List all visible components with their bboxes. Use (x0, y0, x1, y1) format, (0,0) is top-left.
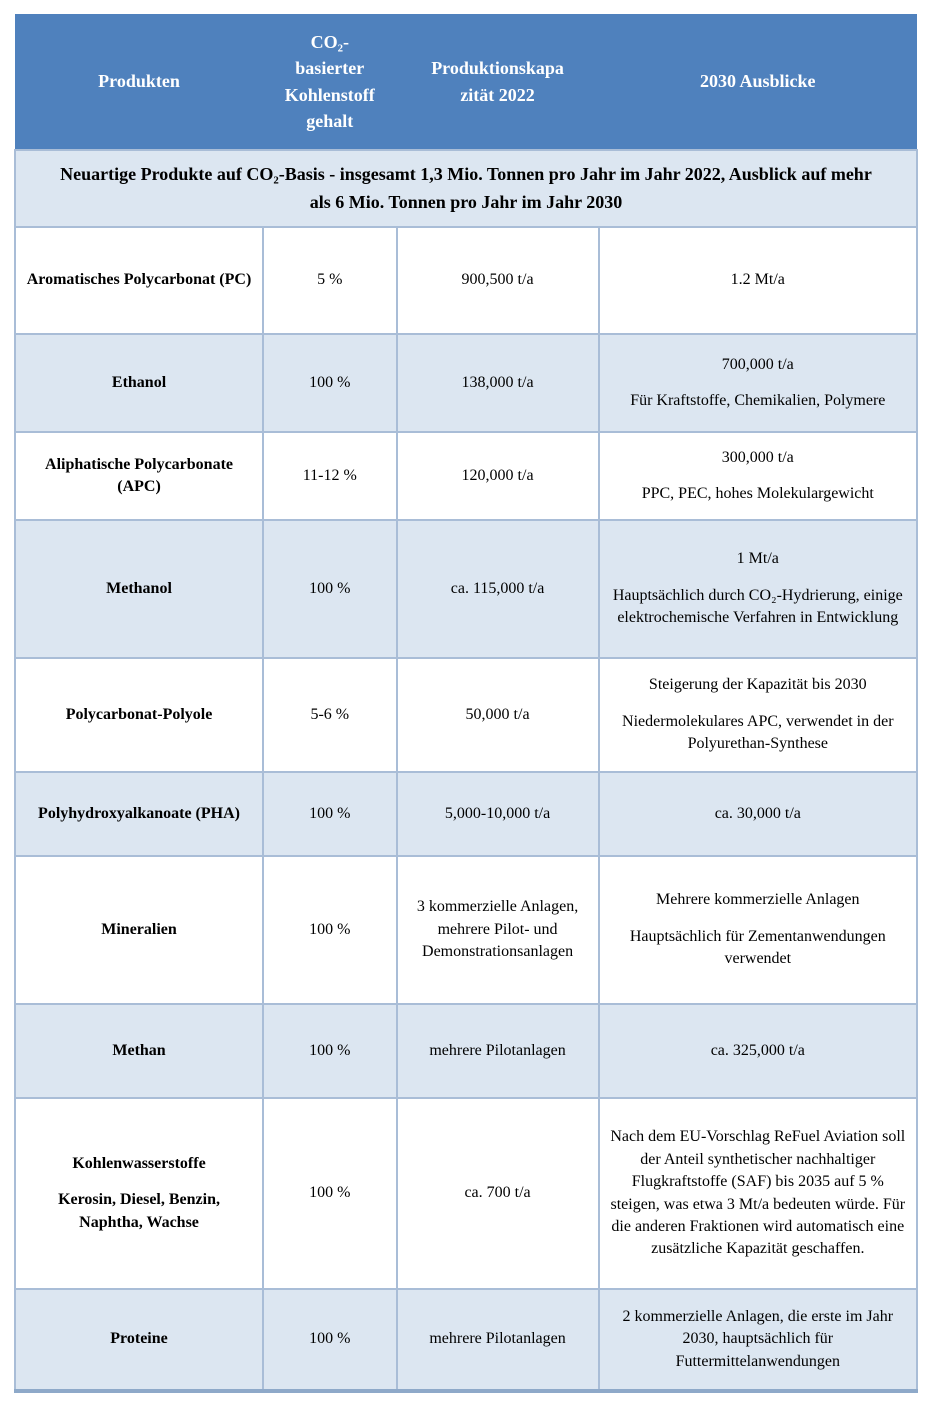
table-row: Methan 100 % mehrere Pilotanlagen ca. 32… (13, 1003, 919, 1099)
col-header-produktionskapazitaet: Produktionskapa zität 2022 (396, 14, 599, 150)
product-name: Methan (112, 1041, 166, 1059)
outlook-cell: ca. 30,000 t/a (597, 771, 919, 857)
outlook-cell: Nach dem EU-Vorschlag ReFuel Aviation so… (597, 1097, 919, 1290)
product-name: Aliphatische Polycarbonate (APC) (45, 455, 234, 495)
capacity-cell: ca. 115,000 t/a (395, 519, 600, 659)
product-name: Mineralien (101, 920, 177, 938)
table-row: Proteine 100 % mehrere Pilotanlagen 2 ko… (13, 1288, 919, 1392)
outlook-cell: ca. 325,000 t/a (597, 1003, 919, 1099)
outlook-cell: 2 kommerzielle Anlagen, die erste im Jah… (597, 1288, 919, 1392)
product-cell: Mineralien (13, 855, 265, 1005)
co2-content-cell: 100 % (262, 855, 398, 1005)
table-row: Aromatisches Polycarbonat (PC) 5 % 900,5… (13, 226, 919, 335)
co2-content-cell: 100 % (262, 1097, 398, 1290)
outlook-cell: 700,000 t/a Für Kraftstoffe, Chemikalien… (597, 333, 919, 433)
product-cell: Ethanol (13, 333, 265, 433)
table-row: Ethanol 100 % 138,000 t/a 700,000 t/a Fü… (13, 333, 919, 433)
col-header-produkten: Produkten (15, 14, 264, 150)
co2-content-cell: 100 % (262, 333, 398, 433)
product-name: Aromatisches Polycarbonat (PC) (26, 271, 252, 289)
capacity-cell: 5,000-10,000 t/a (395, 771, 600, 857)
capacity-cell: mehrere Pilotanlagen (395, 1288, 600, 1392)
product-cell: Proteine (13, 1288, 265, 1392)
co2-products-table: Produkten CO₂- basierter Kohlenstoff geh… (13, 14, 919, 1393)
subtitle-row: Neuartige Produkte auf CO₂-Basis - insge… (14, 149, 918, 228)
table-subtitle: Neuartige Produkte auf CO₂-Basis - insge… (14, 149, 918, 228)
header-row: Produkten CO₂- basierter Kohlenstoff geh… (15, 14, 917, 150)
product-cell: Methan (13, 1003, 265, 1099)
table-row: Kohlenwasserstoffe Kerosin, Diesel, Benz… (13, 1097, 919, 1290)
product-subtypes: Kerosin, Diesel, Benzin, Naphtha, Wachse (58, 1191, 220, 1231)
co2-content-cell: 5-6 % (262, 657, 398, 773)
table-row: Aliphatische Polycarbonate (APC) 11-12 %… (13, 431, 919, 521)
co2-content-cell: 100 % (262, 1288, 398, 1392)
table-row: Mineralien 100 % 3 kommerzielle Anlagen,… (13, 855, 919, 1005)
table-row: Polycarbonat-Polyole 5-6 % 50,000 t/a St… (13, 657, 919, 773)
product-cell: Aliphatische Polycarbonate (APC) (13, 431, 265, 521)
table-row: Methanol 100 % ca. 115,000 t/a 1 Mt/a Ha… (13, 519, 919, 659)
product-name: Proteine (110, 1330, 168, 1348)
capacity-cell: ca. 700 t/a (395, 1097, 600, 1290)
capacity-cell: 120,000 t/a (395, 431, 600, 521)
table-header: Produkten CO₂- basierter Kohlenstoff geh… (15, 14, 917, 150)
capacity-cell: mehrere Pilotanlagen (395, 1003, 600, 1099)
product-cell: Kohlenwasserstoffe Kerosin, Diesel, Benz… (13, 1097, 265, 1290)
co2-content-cell: 100 % (262, 519, 398, 659)
product-cell: Aromatisches Polycarbonat (PC) (13, 226, 265, 335)
table-body: Neuartige Produkte auf CO₂-Basis - insge… (13, 149, 919, 1392)
product-name: Polyhydroxyalkanoate (PHA) (38, 804, 240, 822)
capacity-cell: 3 kommerzielle Anlagen, mehrere Pilot- u… (395, 855, 600, 1005)
capacity-cell: 138,000 t/a (395, 333, 600, 433)
co2-content-cell: 5 % (262, 226, 398, 335)
capacity-cell: 50,000 t/a (395, 657, 600, 773)
co2-content-cell: 100 % (262, 1003, 398, 1099)
product-name: Kohlenwasserstoffe (72, 1154, 206, 1172)
col-header-ausblicke: 2030 Ausblicke (598, 14, 917, 150)
product-name: Methanol (106, 579, 172, 597)
product-cell: Methanol (13, 519, 265, 659)
product-cell: Polyhydroxyalkanoate (PHA) (13, 771, 265, 857)
outlook-cell: Steigerung der Kapazität bis 2030 Nieder… (597, 657, 919, 773)
col-header-co2-gehalt: CO₂- basierter Kohlenstoff gehalt (263, 14, 397, 150)
capacity-cell: 900,500 t/a (395, 226, 600, 335)
outlook-cell: 1 Mt/a Hauptsächlich durch CO₂-Hydrierun… (597, 519, 919, 659)
co2-content-cell: 100 % (262, 771, 398, 857)
product-name: Ethanol (111, 373, 167, 391)
product-cell: Polycarbonat-Polyole (13, 657, 265, 773)
outlook-cell: 300,000 t/a PPC, PEC, hohes Molekulargew… (597, 431, 919, 521)
outlook-cell: Mehrere kommerzielle Anlagen Hauptsächli… (597, 855, 919, 1005)
table-row: Polyhydroxyalkanoate (PHA) 100 % 5,000-1… (13, 771, 919, 857)
outlook-cell: 1.2 Mt/a (597, 226, 919, 335)
co2-content-cell: 11-12 % (262, 431, 398, 521)
product-name: Polycarbonat-Polyole (65, 705, 213, 723)
